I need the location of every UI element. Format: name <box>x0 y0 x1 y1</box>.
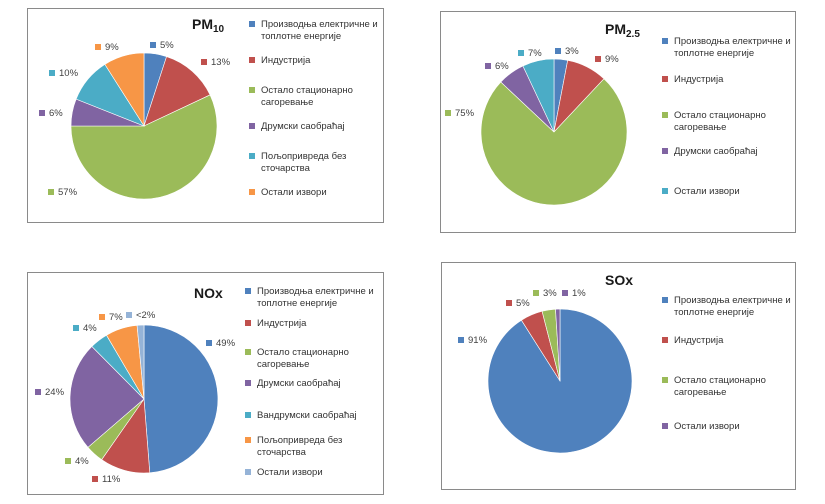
data-label: 7% <box>518 48 542 59</box>
data-label: 5% <box>506 298 530 309</box>
chart-legend-pm10: Производња електричне и топлотне енергиј… <box>249 19 383 199</box>
legend-item: Производња електричне и топлотне енергиј… <box>662 295 795 335</box>
legend-item: Друмски саобраћај <box>245 378 383 410</box>
data-label: 1% <box>562 288 586 299</box>
data-label: 13% <box>201 57 230 68</box>
data-label: 9% <box>95 42 119 53</box>
data-label: 6% <box>39 108 63 119</box>
pie-slice-sox-3 <box>555 308 561 382</box>
chart-legend-nox: Производња електричне и топлотне енергиј… <box>245 286 383 479</box>
chart-title-sox: SOx <box>605 272 634 288</box>
legend-item: Пољопривреда без сточарства <box>249 151 383 187</box>
data-label: 11% <box>92 474 120 485</box>
pie-slice-pm25-4 <box>522 58 555 133</box>
pie-slice-pm10-1 <box>143 56 211 127</box>
chart-panel-nox: NOx Производња електричне и топлотне ене… <box>27 272 384 495</box>
legend-item: Остало стационарно сагоревање <box>249 85 383 121</box>
chart-title-nox: NOx <box>194 285 223 301</box>
data-label: 4% <box>73 323 97 334</box>
data-label: 10% <box>49 68 78 79</box>
pie-slice-pm25-2 <box>480 78 628 206</box>
data-label: 3% <box>555 46 579 57</box>
legend-item: Остали извори <box>245 467 383 479</box>
legend-item: Пољопривреда без сточарства <box>245 435 383 467</box>
data-label: 9% <box>595 54 619 65</box>
legend-item: Индустрија <box>249 55 383 85</box>
data-label: 7% <box>99 312 123 323</box>
pie-chart-nox <box>69 324 219 474</box>
pie-chart-pm10 <box>70 52 218 200</box>
pie-slice-nox-3 <box>69 346 145 448</box>
chart-legend-pm25: Производња електричне и топлотне енергиј… <box>662 36 794 198</box>
legend-item: Индустрија <box>245 318 383 347</box>
data-label: 91% <box>458 335 487 346</box>
chart-title-pm10: PM10 <box>192 16 225 35</box>
data-label: 75% <box>445 108 474 119</box>
legend-item: Производња електричне и топлотне енергиј… <box>662 36 794 74</box>
legend-item: Вандрумски саобраћај <box>245 410 383 435</box>
data-label: 4% <box>65 456 89 467</box>
data-label: 24% <box>35 387 64 398</box>
legend-item: Остали извори <box>662 186 794 198</box>
data-label: 57% <box>48 187 77 198</box>
pie-slice-nox-0 <box>143 324 219 474</box>
chart-panel-pm10: PM10 Производња електричне и топлотне ен… <box>27 8 384 223</box>
pie-slice-pm10-5 <box>104 52 145 128</box>
chart-title-pm25: PM2.5 <box>605 21 640 40</box>
legend-item: Индустрија <box>662 74 794 110</box>
pie-chart-sox <box>487 308 633 454</box>
chart-legend-sox: Производња електричне и топлотне енергиј… <box>662 295 795 433</box>
data-label: 5% <box>150 40 174 51</box>
pie-chart-pm25 <box>480 58 628 206</box>
legend-item: Остали извори <box>249 187 383 199</box>
legend-item: Остали извори <box>662 421 795 433</box>
legend-item: Производња електричне и топлотне енергиј… <box>245 286 383 318</box>
legend-item: Производња електричне и топлотне енергиј… <box>249 19 383 55</box>
legend-item: Остало стационарно сагоревање <box>662 110 794 146</box>
legend-item: Остало стационарно сагоревање <box>662 375 795 421</box>
pie-slice-pm10-2 <box>70 94 218 200</box>
legend-item: Друмски саобраћај <box>249 121 383 151</box>
data-label: 3% <box>533 288 557 299</box>
legend-item: Остало стационарно сагоревање <box>245 347 383 378</box>
data-label: 6% <box>485 61 509 72</box>
data-label: 49% <box>206 338 235 349</box>
chart-panel-pm25: PM2.5 Производња електричне и топлотне е… <box>440 11 796 233</box>
pie-slice-nox-6 <box>136 324 145 400</box>
legend-item: Индустрија <box>662 335 795 375</box>
data-label: <2% <box>126 310 155 321</box>
legend-item: Друмски саобраћај <box>662 146 794 186</box>
chart-panel-sox: SOx Производња електричне и топлотне ене… <box>441 262 796 490</box>
